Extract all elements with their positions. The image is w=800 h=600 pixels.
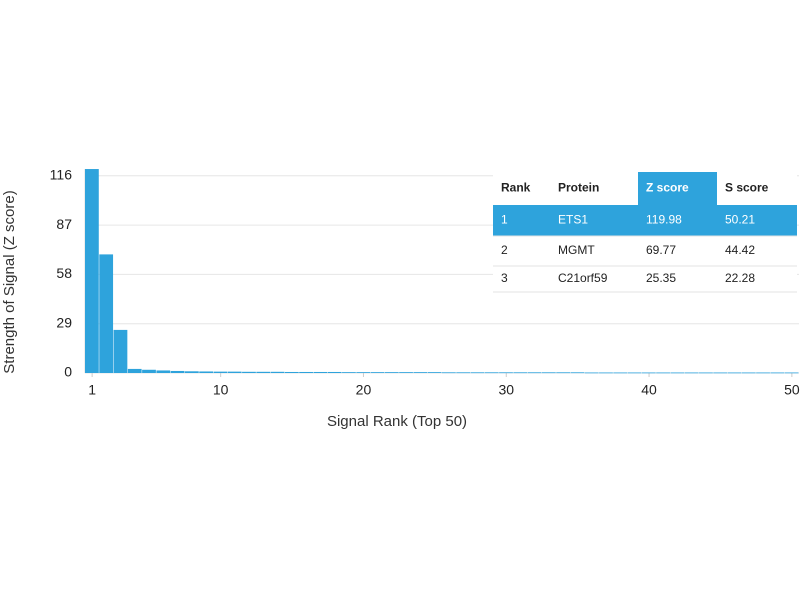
y-axis-title: Strength of Signal (Z score) bbox=[1, 190, 18, 373]
bar bbox=[556, 372, 571, 374]
y-tick-label: 116 bbox=[50, 167, 73, 183]
table-header: Protein bbox=[558, 181, 599, 195]
row-highlight bbox=[493, 205, 797, 236]
bar bbox=[713, 372, 728, 374]
bar bbox=[313, 371, 328, 373]
bar bbox=[570, 372, 585, 374]
table-cell: C21orf59 bbox=[558, 271, 608, 285]
bar bbox=[213, 371, 228, 373]
bar bbox=[470, 372, 485, 374]
bar bbox=[256, 371, 271, 373]
table-cell: ETS1 bbox=[558, 213, 588, 227]
bar bbox=[184, 371, 199, 373]
bar bbox=[427, 372, 442, 373]
x-tick-label: 50 bbox=[784, 382, 800, 398]
table-cell: 25.35 bbox=[646, 271, 676, 285]
table-cell: 3 bbox=[501, 271, 508, 285]
bar bbox=[599, 372, 613, 374]
bar bbox=[484, 372, 499, 374]
bar bbox=[442, 372, 456, 374]
y-tick-label: 0 bbox=[64, 364, 72, 380]
table-cell: 44.42 bbox=[725, 243, 755, 257]
bar bbox=[299, 371, 313, 373]
bar bbox=[356, 372, 371, 373]
bar bbox=[627, 372, 642, 374]
bar bbox=[342, 372, 356, 373]
bar bbox=[727, 372, 742, 374]
bar bbox=[770, 372, 785, 374]
bar bbox=[85, 169, 99, 373]
bar bbox=[384, 372, 399, 373]
bar bbox=[199, 371, 214, 373]
bar bbox=[584, 372, 599, 374]
bar bbox=[670, 372, 685, 374]
x-tick-label: 10 bbox=[213, 382, 229, 398]
bar bbox=[784, 372, 799, 374]
table-cell: 69.77 bbox=[646, 243, 676, 257]
bar bbox=[527, 372, 542, 374]
bar bbox=[370, 372, 385, 373]
bar bbox=[541, 372, 556, 374]
y-tick-label: 58 bbox=[56, 265, 72, 281]
bar bbox=[127, 368, 142, 373]
y-tick-label: 29 bbox=[56, 314, 72, 330]
table-cell: MGMT bbox=[558, 243, 595, 257]
x-tick-label: 1 bbox=[88, 382, 96, 398]
bar bbox=[756, 372, 770, 374]
bar bbox=[170, 370, 185, 373]
bar bbox=[699, 372, 713, 374]
x-axis-title: Signal Rank (Top 50) bbox=[327, 413, 467, 430]
table-cell: 50.21 bbox=[725, 213, 755, 227]
table-header: Rank bbox=[501, 181, 531, 195]
table-header: S score bbox=[725, 181, 769, 195]
bar bbox=[499, 372, 513, 374]
x-tick-label: 30 bbox=[498, 382, 514, 398]
x-tick-label: 20 bbox=[356, 382, 372, 398]
bar bbox=[684, 372, 699, 374]
header-highlight bbox=[638, 172, 717, 205]
bar bbox=[142, 369, 156, 373]
bar bbox=[113, 329, 128, 373]
bar bbox=[741, 372, 756, 374]
bar bbox=[399, 372, 413, 373]
bar bbox=[270, 371, 285, 373]
bar bbox=[641, 372, 656, 374]
table-cell: 22.28 bbox=[725, 271, 755, 285]
bar bbox=[656, 372, 670, 374]
bar bbox=[456, 372, 471, 374]
bar bbox=[284, 371, 299, 373]
bar bbox=[413, 372, 428, 373]
table-cell: 119.98 bbox=[646, 213, 682, 227]
bar bbox=[513, 372, 528, 374]
table-cell: 2 bbox=[501, 243, 508, 257]
bar bbox=[242, 371, 256, 373]
bar bbox=[613, 372, 628, 374]
x-tick-label: 40 bbox=[641, 382, 657, 398]
y-tick-label: 87 bbox=[56, 216, 72, 232]
bar bbox=[327, 371, 342, 373]
table-header: Z score bbox=[646, 181, 689, 195]
table-cell: 1 bbox=[501, 213, 508, 227]
bar bbox=[227, 371, 242, 373]
bar bbox=[156, 370, 171, 373]
bar bbox=[99, 254, 114, 373]
